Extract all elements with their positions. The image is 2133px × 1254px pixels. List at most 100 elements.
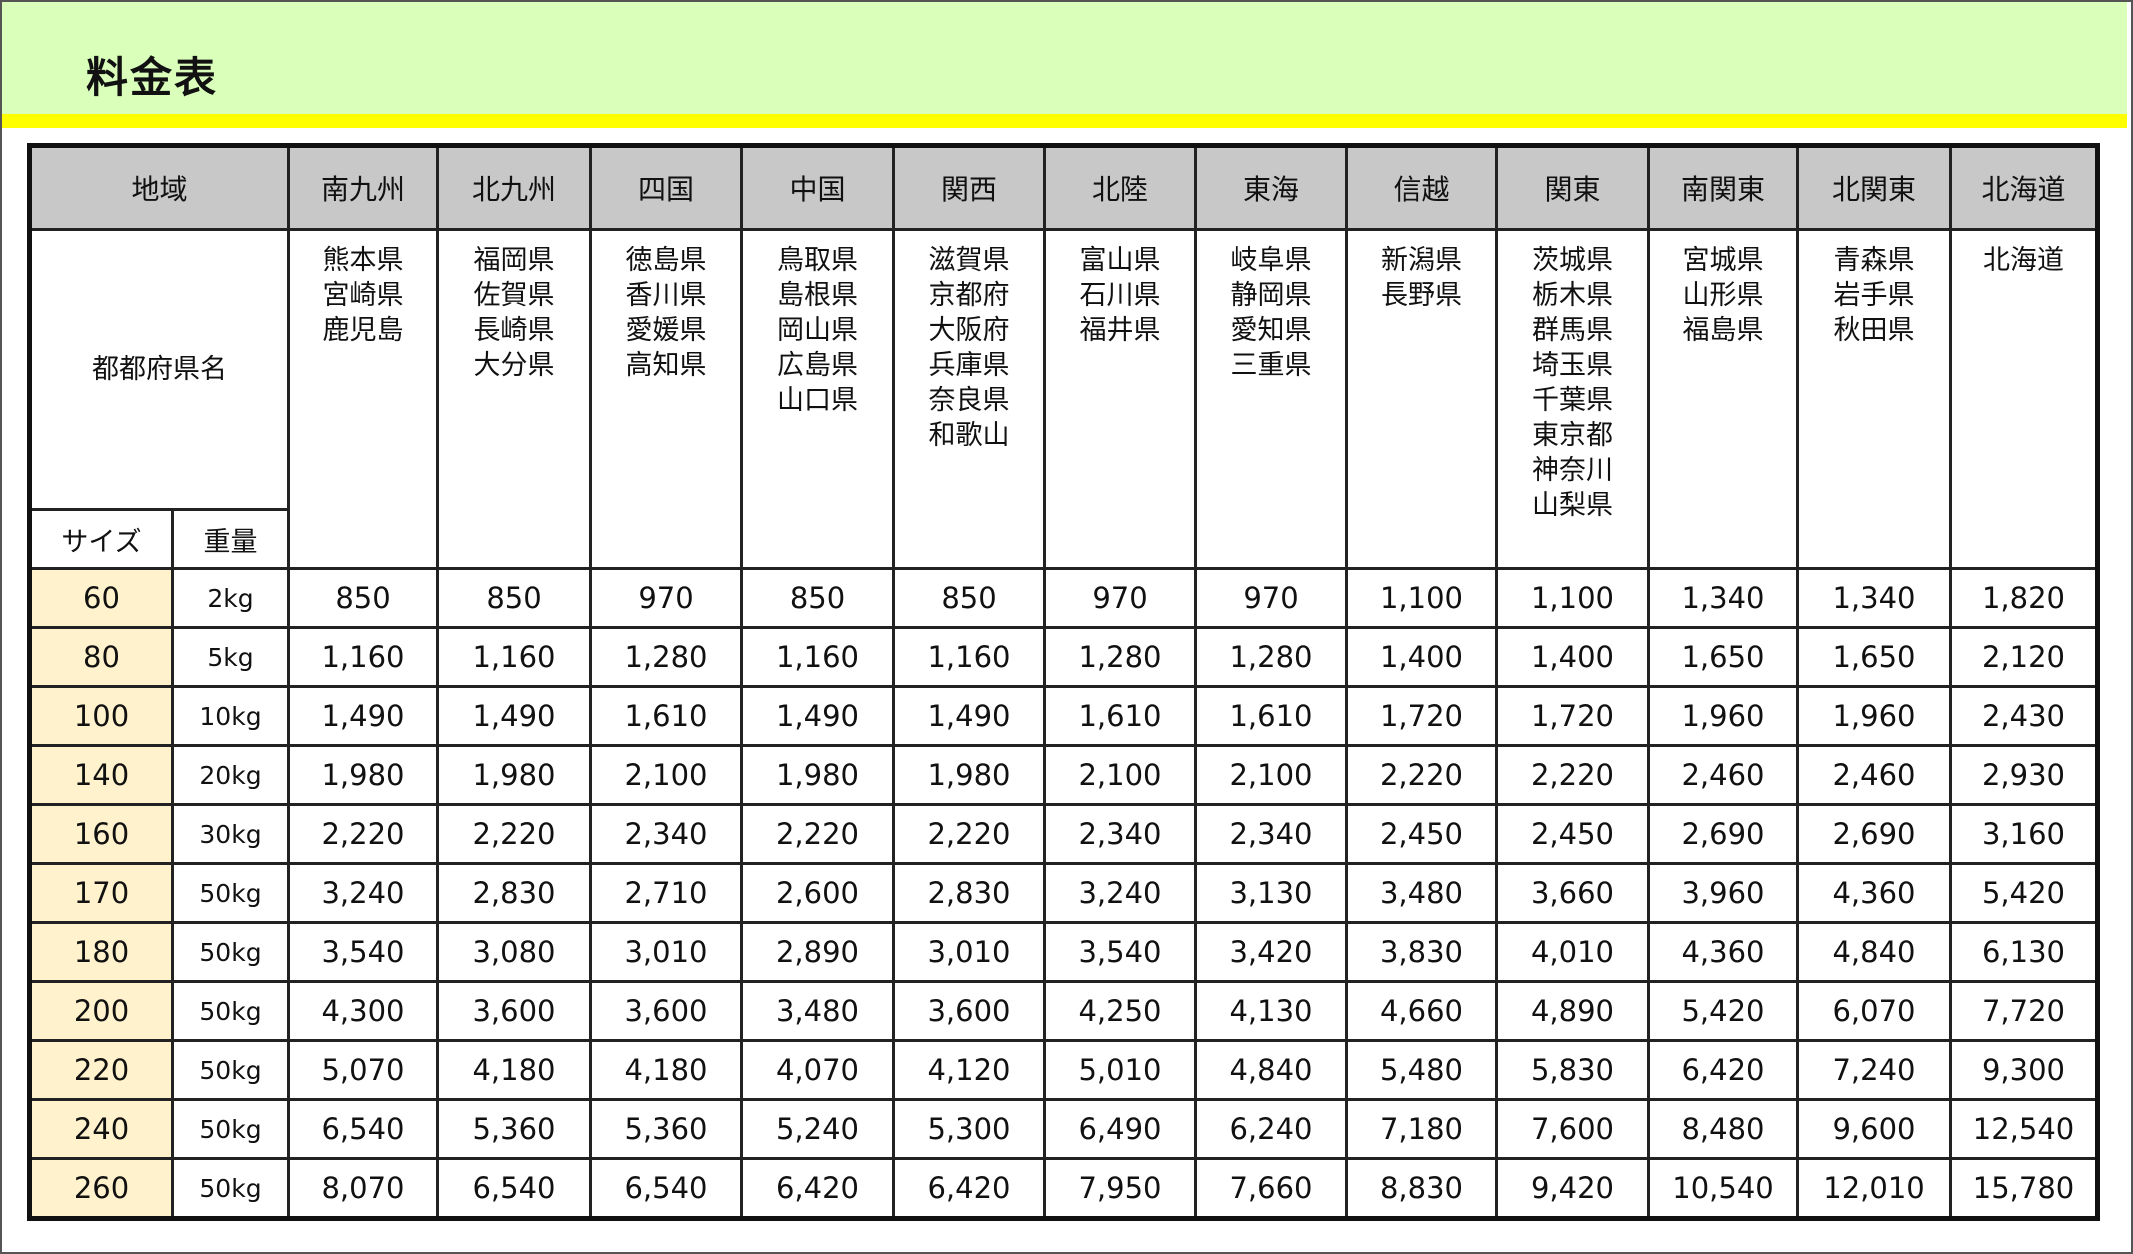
region-prefectures: 鳥取県 島根県 岡山県 広島県 山口県 xyxy=(740,228,895,570)
prefecture-name: 神奈川 xyxy=(1532,455,1613,486)
price-cell: 1,340 xyxy=(1796,567,1952,629)
size-cell: 200 xyxy=(28,980,174,1042)
price-cell: 4,360 xyxy=(1796,862,1952,924)
weight-label: 重量 xyxy=(171,508,290,570)
price-cell: 2,450 xyxy=(1345,803,1498,865)
price-cell: 2,830 xyxy=(892,862,1046,924)
weight-cell: 50kg xyxy=(171,1039,290,1101)
size-cell: 80 xyxy=(28,626,174,688)
prefecture-name: 福島県 xyxy=(1682,315,1764,346)
price-cell: 6,540 xyxy=(287,1098,439,1160)
price-cell: 1,280 xyxy=(1194,626,1348,688)
size-cell: 170 xyxy=(28,862,174,924)
region-header: 東海 xyxy=(1194,144,1348,231)
price-cell: 5,070 xyxy=(287,1039,439,1101)
price-cell: 6,420 xyxy=(892,1157,1046,1220)
price-cell: 2,460 xyxy=(1796,744,1952,806)
price-cell: 1,960 xyxy=(1647,685,1799,747)
size-cell: 260 xyxy=(28,1157,174,1220)
table-row: 260 50kg 8,070 6,540 6,540 6,420 6,420 7,950 7,6… xyxy=(28,1157,2099,1220)
region-prefectures: 福岡県 佐賀県 長崎県 大分県 xyxy=(436,228,592,570)
price-cell: 970 xyxy=(1043,567,1197,629)
price-cell: 6,420 xyxy=(1647,1039,1799,1101)
prefecture-name: 山梨県 xyxy=(1532,490,1613,521)
prefecture-name: 富山県 xyxy=(1079,245,1161,276)
price-cell: 3,830 xyxy=(1345,921,1498,983)
price-cell: 2,450 xyxy=(1495,803,1650,865)
region-header: 信越 xyxy=(1345,144,1498,231)
price-cell: 4,660 xyxy=(1345,980,1498,1042)
price-cell: 7,600 xyxy=(1495,1098,1650,1160)
price-cell: 1,490 xyxy=(892,685,1046,747)
size-cell: 180 xyxy=(28,921,174,983)
region-header: 関西 xyxy=(892,144,1046,231)
region-header: 北九州 xyxy=(436,144,592,231)
price-cell: 3,480 xyxy=(1345,862,1498,924)
region-prefectures: 茨城県 栃木県 群馬県 埼玉県 千葉県 東京都 神奈川 山梨県 xyxy=(1495,228,1650,570)
price-cell: 4,010 xyxy=(1495,921,1650,983)
size-cell: 220 xyxy=(28,1039,174,1101)
price-cell: 1,980 xyxy=(892,744,1046,806)
prefecture-name: 宮崎県 xyxy=(322,280,404,311)
price-cell: 1,490 xyxy=(436,685,592,747)
price-cell: 4,300 xyxy=(287,980,439,1042)
prefecture-label: 都都府県名 xyxy=(28,228,290,511)
weight-cell: 50kg xyxy=(171,1157,290,1220)
price-cell: 8,070 xyxy=(287,1157,439,1220)
prefecture-name: 島根県 xyxy=(777,280,858,311)
price-cell: 850 xyxy=(436,567,592,629)
size-cell: 240 xyxy=(28,1098,174,1160)
price-cell: 1,280 xyxy=(589,626,743,688)
price-cell: 6,540 xyxy=(589,1157,743,1220)
price-cell: 1,100 xyxy=(1345,567,1498,629)
table-row: 100 10kg 1,490 1,490 1,610 1,490 1,490 1,610 1,6… xyxy=(28,685,2099,747)
price-cell: 3,540 xyxy=(1043,921,1197,983)
prefecture-name: 長崎県 xyxy=(473,315,555,346)
price-cell: 1,650 xyxy=(1796,626,1952,688)
price-cell: 850 xyxy=(287,567,439,629)
price-cell: 970 xyxy=(589,567,743,629)
title-band: 料金表 xyxy=(2,2,2127,128)
price-cell: 1,160 xyxy=(740,626,895,688)
prefecture-name: 埼玉県 xyxy=(1532,350,1613,381)
region-header: 南九州 xyxy=(287,144,439,231)
price-cell: 12,540 xyxy=(1949,1098,2099,1160)
price-cell: 2,710 xyxy=(589,862,743,924)
size-cell: 100 xyxy=(28,685,174,747)
prefecture-name: 兵庫県 xyxy=(928,350,1010,381)
region-prefectures: 滋賀県 京都府 大阪府 兵庫県 奈良県 和歌山 xyxy=(892,228,1046,570)
prefecture-name: 鳥取県 xyxy=(777,245,858,276)
region-header: 北関東 xyxy=(1796,144,1952,231)
table-row: 80 5kg 1,160 1,160 1,280 1,160 1,160 1,280 1,280… xyxy=(28,626,2099,688)
price-cell: 1,820 xyxy=(1949,567,2099,629)
price-cell: 2,220 xyxy=(1495,744,1650,806)
region-header: 関東 xyxy=(1495,144,1650,231)
price-cell: 2,340 xyxy=(1043,803,1197,865)
price-cell: 2,690 xyxy=(1796,803,1952,865)
price-cell: 4,070 xyxy=(740,1039,895,1101)
price-cell: 2,220 xyxy=(1345,744,1498,806)
weight-cell: 50kg xyxy=(171,862,290,924)
price-cell: 2,100 xyxy=(1043,744,1197,806)
price-cell: 4,840 xyxy=(1194,1039,1348,1101)
prefecture-name: 群馬県 xyxy=(1532,315,1613,346)
weight-cell: 20kg xyxy=(171,744,290,806)
size-cell: 140 xyxy=(28,744,174,806)
prefecture-name: 石川県 xyxy=(1079,280,1161,311)
price-cell: 4,120 xyxy=(892,1039,1046,1101)
price-cell: 1,400 xyxy=(1495,626,1650,688)
prefecture-name: 秋田県 xyxy=(1833,315,1915,346)
prefecture-name: 鹿児島 xyxy=(322,315,404,346)
prefecture-name: 茨城県 xyxy=(1532,245,1613,276)
price-cell: 12,010 xyxy=(1796,1157,1952,1220)
price-cell: 1,610 xyxy=(1194,685,1348,747)
prefecture-name: 北海道 xyxy=(1983,245,2064,276)
region-prefectures: 青森県 岩手県 秋田県 xyxy=(1796,228,1952,570)
prefecture-name: 岐阜県 xyxy=(1230,245,1312,276)
price-cell: 5,420 xyxy=(1949,862,2099,924)
region-prefectures: 岐阜県 静岡県 愛知県 三重県 xyxy=(1194,228,1348,570)
table-row: 200 50kg 4,300 3,600 3,600 3,480 3,600 4,250 4,1… xyxy=(28,980,2099,1042)
prefecture-name: 高知県 xyxy=(625,350,707,381)
table-row: 240 50kg 6,540 5,360 5,360 5,240 5,300 6,490 6,2… xyxy=(28,1098,2099,1160)
